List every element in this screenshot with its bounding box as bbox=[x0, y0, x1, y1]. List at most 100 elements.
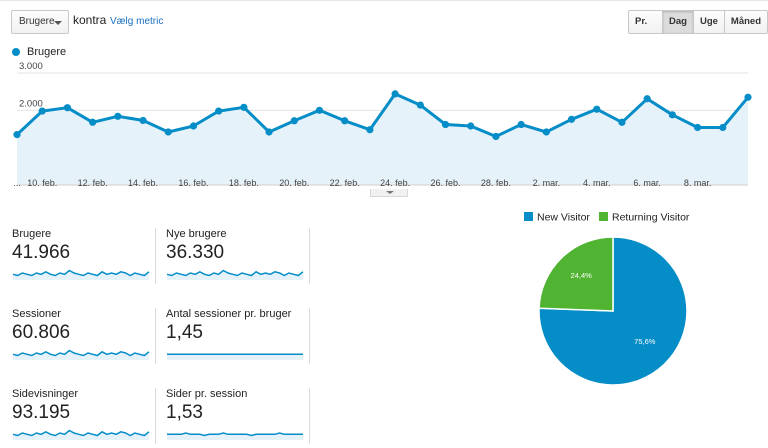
data-point[interactable] bbox=[643, 95, 651, 103]
pie-slice[interactable] bbox=[538, 236, 688, 386]
metric-select[interactable]: Brugere bbox=[11, 10, 69, 34]
stat-value: 93.195 bbox=[12, 402, 71, 423]
legend-swatch bbox=[599, 212, 608, 221]
sparkline-path bbox=[12, 349, 150, 357]
stat-label: Nye brugere bbox=[166, 228, 227, 240]
data-point[interactable] bbox=[517, 120, 525, 129]
stat-value: 41.966 bbox=[12, 242, 71, 263]
x-tick-label: 4. mar. bbox=[583, 178, 611, 188]
sparkline bbox=[12, 349, 150, 360]
data-point[interactable] bbox=[240, 103, 248, 111]
x-tick-label: 24. feb. bbox=[380, 178, 410, 188]
period-hour-button[interactable]: Pr. time bbox=[629, 11, 663, 33]
data-point[interactable] bbox=[164, 128, 172, 136]
sparkline-path bbox=[167, 432, 303, 437]
data-point[interactable] bbox=[618, 118, 626, 126]
data-point[interactable] bbox=[13, 131, 21, 139]
sparkline bbox=[12, 429, 150, 440]
stat-new-users[interactable]: Nye brugere 36.330 bbox=[166, 228, 310, 294]
legend-dot-icon bbox=[12, 48, 20, 56]
data-point[interactable] bbox=[366, 126, 374, 134]
stat-divider bbox=[309, 388, 310, 444]
data-point[interactable] bbox=[189, 122, 198, 130]
stat-value: 60.806 bbox=[12, 322, 71, 343]
stat-divider bbox=[155, 388, 156, 444]
chart-resize-handle[interactable] bbox=[370, 189, 408, 197]
stat-users[interactable]: Brugere 41.966 bbox=[12, 228, 156, 294]
x-tick-label: 2. mar. bbox=[533, 178, 561, 188]
toolbar: Brugere kontra Vælg metric Pr. time Dag … bbox=[0, 0, 768, 44]
stat-sessions[interactable]: Sessioner 60.806 bbox=[12, 308, 156, 374]
data-point[interactable] bbox=[290, 117, 298, 125]
stat-label: Sider pr. session bbox=[166, 388, 248, 400]
data-point[interactable] bbox=[391, 90, 399, 98]
stat-value: 1,53 bbox=[166, 402, 203, 423]
pie-slice-label: 75,6% bbox=[634, 337, 656, 346]
pie-legend-label[interactable]: Returning Visitor bbox=[612, 212, 690, 224]
data-point[interactable] bbox=[492, 132, 500, 141]
sparkline bbox=[12, 269, 150, 280]
y-tick-label: 2.000 bbox=[19, 98, 43, 109]
sparkline bbox=[167, 353, 303, 360]
stat-sessions-per-user[interactable]: Antal sessioner pr. bruger 1,45 bbox=[166, 308, 310, 374]
stat-divider bbox=[309, 308, 310, 364]
sparkline-path bbox=[12, 429, 150, 437]
y-tick-label: 3.000 bbox=[19, 61, 43, 72]
data-point[interactable] bbox=[744, 93, 752, 101]
stat-label: Sidevisninger bbox=[12, 388, 79, 400]
data-point[interactable] bbox=[89, 118, 97, 126]
data-point[interactable] bbox=[542, 128, 550, 136]
stat-divider bbox=[155, 228, 156, 284]
sparkline bbox=[167, 432, 303, 440]
sparkline-path bbox=[166, 269, 304, 277]
metric-select-value: Brugere bbox=[19, 16, 55, 27]
period-month-button[interactable]: Måned bbox=[724, 11, 767, 33]
sparkline-fill bbox=[167, 354, 303, 360]
data-point[interactable] bbox=[315, 106, 324, 114]
data-point[interactable] bbox=[63, 104, 72, 112]
data-point[interactable] bbox=[265, 128, 273, 136]
sparkline-path bbox=[12, 269, 150, 277]
sparkline bbox=[166, 269, 304, 280]
pie-slice[interactable] bbox=[538, 236, 614, 312]
data-point[interactable] bbox=[567, 115, 576, 123]
stat-label: Sessioner bbox=[12, 308, 61, 320]
x-tick-label: 28. feb. bbox=[481, 178, 511, 188]
stat-value: 36.330 bbox=[166, 242, 225, 263]
pie-legend-label[interactable]: New Visitor bbox=[537, 212, 590, 224]
data-point[interactable] bbox=[139, 116, 147, 125]
pie-slice-label: 24,4% bbox=[571, 271, 593, 280]
data-point[interactable] bbox=[668, 111, 676, 119]
area-fill bbox=[17, 93, 748, 185]
stat-label: Antal sessioner pr. bruger bbox=[166, 308, 292, 320]
data-point[interactable] bbox=[693, 123, 702, 132]
stat-value: 1,45 bbox=[166, 322, 203, 343]
period-week-button[interactable]: Uge bbox=[693, 11, 725, 33]
x-tick-label: ... bbox=[13, 178, 21, 188]
x-tick-label: 18. feb. bbox=[229, 178, 259, 188]
data-point[interactable] bbox=[341, 117, 349, 125]
stat-label: Brugere bbox=[12, 228, 52, 240]
x-tick-label: 6. mar. bbox=[633, 178, 661, 188]
data-point[interactable] bbox=[467, 122, 475, 130]
period-day-button[interactable]: Dag bbox=[663, 11, 694, 33]
choose-metric-link[interactable]: Vælg metric bbox=[110, 16, 164, 27]
legend-swatch bbox=[524, 212, 533, 221]
x-tick-label: 22. feb. bbox=[330, 178, 360, 188]
data-point[interactable] bbox=[719, 123, 727, 132]
data-point[interactable] bbox=[114, 112, 122, 120]
data-point[interactable] bbox=[441, 120, 450, 129]
chevron-down-icon bbox=[54, 21, 62, 25]
stat-pages-per-session[interactable]: Sider pr. session 1,53 bbox=[166, 388, 310, 448]
stat-pageviews[interactable]: Sidevisninger 93.195 bbox=[12, 388, 156, 448]
x-tick-label: 16. feb. bbox=[178, 178, 208, 188]
x-tick-label: 10. feb. bbox=[27, 178, 57, 188]
data-point[interactable] bbox=[593, 105, 601, 113]
x-tick-label: 26. feb. bbox=[431, 178, 461, 188]
data-point[interactable] bbox=[215, 107, 223, 115]
data-point[interactable] bbox=[416, 101, 424, 109]
data-point[interactable] bbox=[38, 107, 46, 115]
legend-label: Brugere bbox=[27, 46, 67, 58]
x-tick-label: 12. feb. bbox=[78, 178, 108, 188]
series-line bbox=[15, 92, 750, 138]
